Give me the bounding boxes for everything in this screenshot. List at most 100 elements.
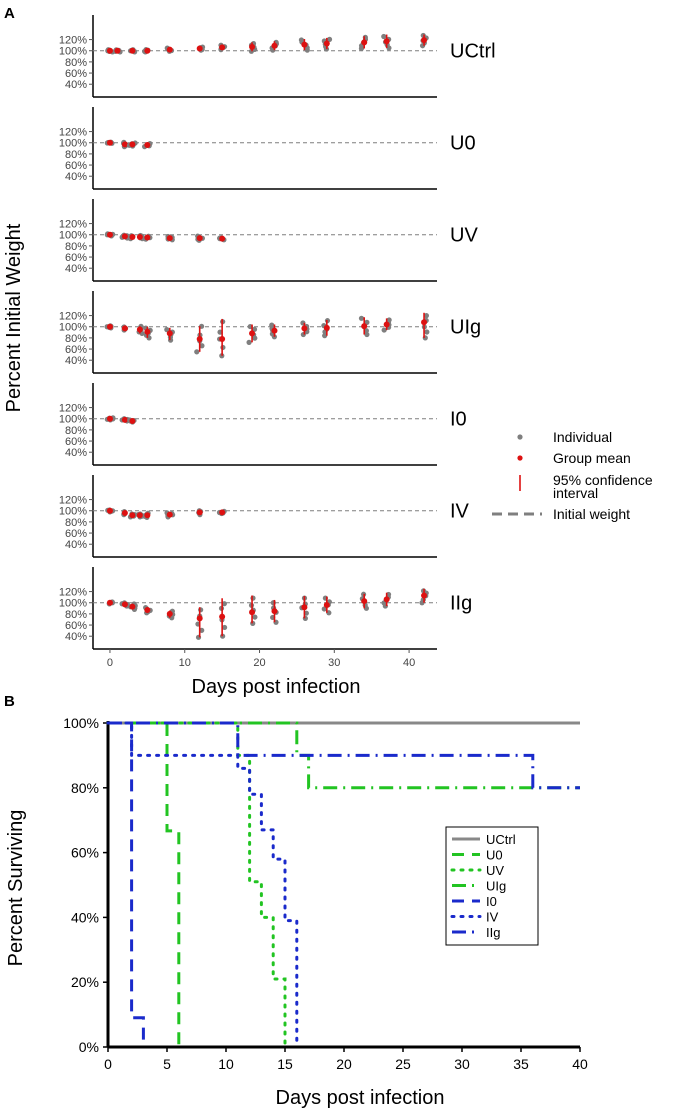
individual-point <box>220 633 226 639</box>
individual-point <box>322 333 328 339</box>
facet-label: UCtrl <box>450 41 496 63</box>
individual-point <box>364 331 370 338</box>
group-mean-point <box>144 512 151 519</box>
facet-label: IV <box>450 501 470 523</box>
group-mean-point <box>144 141 151 148</box>
individual-point <box>423 313 430 319</box>
group-mean-point <box>219 509 226 516</box>
y-tick-label: 60% <box>65 436 87 448</box>
y-tick-label: 60% <box>65 68 87 80</box>
y-tick-label: 40% <box>65 539 87 551</box>
group-mean-point <box>129 141 136 148</box>
legend-label-u0: U0 <box>486 848 503 863</box>
group-mean-point <box>106 139 113 146</box>
y-tick-label: 120% <box>59 127 87 139</box>
group-mean-point <box>114 47 121 54</box>
group-mean-point <box>219 613 226 620</box>
individual-point <box>252 614 258 620</box>
individual-point <box>199 343 205 349</box>
y-tick-label: 40% <box>65 631 87 643</box>
group-mean-point <box>106 323 113 330</box>
y-tick-label: 120% <box>59 35 87 47</box>
y-tick-label: 40% <box>65 355 87 367</box>
y-tick-label: 80% <box>65 241 87 253</box>
group-mean-point <box>271 608 278 615</box>
facet-uctrl: 40%60%80%100%120% UCtrl <box>59 15 496 98</box>
group-mean-point <box>121 416 128 423</box>
individual-point <box>424 329 430 335</box>
survival-y-axis-label: Percent Surviving <box>5 810 27 967</box>
legend-label-uig: UIg <box>486 879 506 894</box>
survival-line-u0 <box>108 721 181 1047</box>
x-tick-label: 0 <box>107 657 113 669</box>
y-tick-label: 40% <box>65 263 87 275</box>
survival-chart: 0% 20% 40% 60% 80% 100% 0 5 10 15 20 25 30 35 40 Perce… <box>5 715 588 1109</box>
individual-point <box>298 37 305 43</box>
individual-point <box>194 349 200 355</box>
group-mean-point <box>361 598 368 605</box>
facet-uig: 40%60%80%100%120% UIg <box>59 291 481 374</box>
y-tick-label: 40% <box>65 171 87 183</box>
group-mean-point <box>271 42 278 49</box>
group-mean-point <box>121 141 128 148</box>
y-tick-label: 120% <box>59 495 87 507</box>
group-mean-point <box>166 511 173 518</box>
y-tick-label: 120% <box>59 311 87 323</box>
group-mean-point <box>196 235 203 242</box>
individual-point <box>358 315 365 321</box>
individual-point <box>269 322 275 328</box>
individual-point <box>326 36 333 42</box>
x-tick-label: 40 <box>572 1056 588 1072</box>
y-tick-label: 100% <box>59 506 87 518</box>
x-tick-label: 10 <box>218 1056 234 1072</box>
group-mean-point <box>129 603 136 610</box>
group-mean-point <box>383 321 390 328</box>
facet-iv: 40%60%80%100%120% IV <box>59 475 470 558</box>
legend-ci-label-2: interval <box>553 485 598 501</box>
y-tick-label: 80% <box>65 425 87 437</box>
group-mean-point <box>136 233 143 240</box>
x-tick-label: 40 <box>403 657 415 669</box>
legend-individual-label: Individual <box>553 429 612 445</box>
group-mean-point <box>421 319 428 326</box>
individual-point <box>386 317 392 323</box>
legend-label-i0: I0 <box>486 894 497 909</box>
individual-point <box>246 339 252 345</box>
group-mean-point <box>121 325 128 332</box>
y-tick-label: 0% <box>79 1039 99 1055</box>
survival-x-axis-label: Days post infection <box>276 1087 445 1109</box>
group-mean-point <box>106 507 113 514</box>
y-tick-label: 40% <box>71 909 99 925</box>
y-tick-label: 100% <box>59 138 87 150</box>
y-tick-label: 120% <box>59 403 87 415</box>
facet-label: IIg <box>450 593 472 615</box>
legend-ci-label-1: 95% confidence <box>553 472 653 488</box>
group-mean-point <box>301 604 308 611</box>
individual-point <box>198 607 204 613</box>
legend-mean-label: Group mean <box>553 450 631 466</box>
panel-label-a: A <box>4 5 15 22</box>
group-mean-point <box>129 512 136 519</box>
x-tick-label: 30 <box>454 1056 470 1072</box>
group-mean-point <box>166 610 173 617</box>
facet-i0: 40%60%80%100%120% I0 <box>59 383 467 466</box>
y-tick-label: 60% <box>65 528 87 540</box>
group-mean-point <box>166 235 173 242</box>
weight-y-axis-label: Percent Initial Weight <box>3 223 25 412</box>
group-mean-point <box>129 233 136 240</box>
group-mean-point <box>323 40 330 47</box>
y-tick-label: 100% <box>59 598 87 610</box>
y-tick-label: 120% <box>59 587 87 599</box>
weight-chart: 40%60%80%100%120%UCtrl40%60%80%100%120%U… <box>3 15 653 698</box>
group-mean-point <box>421 592 428 599</box>
group-mean-point <box>106 415 113 422</box>
group-mean-point <box>196 45 203 52</box>
y-tick-label: 20% <box>71 974 99 990</box>
group-mean-point <box>166 46 173 53</box>
legend-individual-symbol <box>517 434 523 440</box>
y-tick-label: 80% <box>65 333 87 345</box>
facet-uv: 40%60%80%100%120% UV <box>59 199 478 282</box>
x-tick-label: 20 <box>336 1056 352 1072</box>
